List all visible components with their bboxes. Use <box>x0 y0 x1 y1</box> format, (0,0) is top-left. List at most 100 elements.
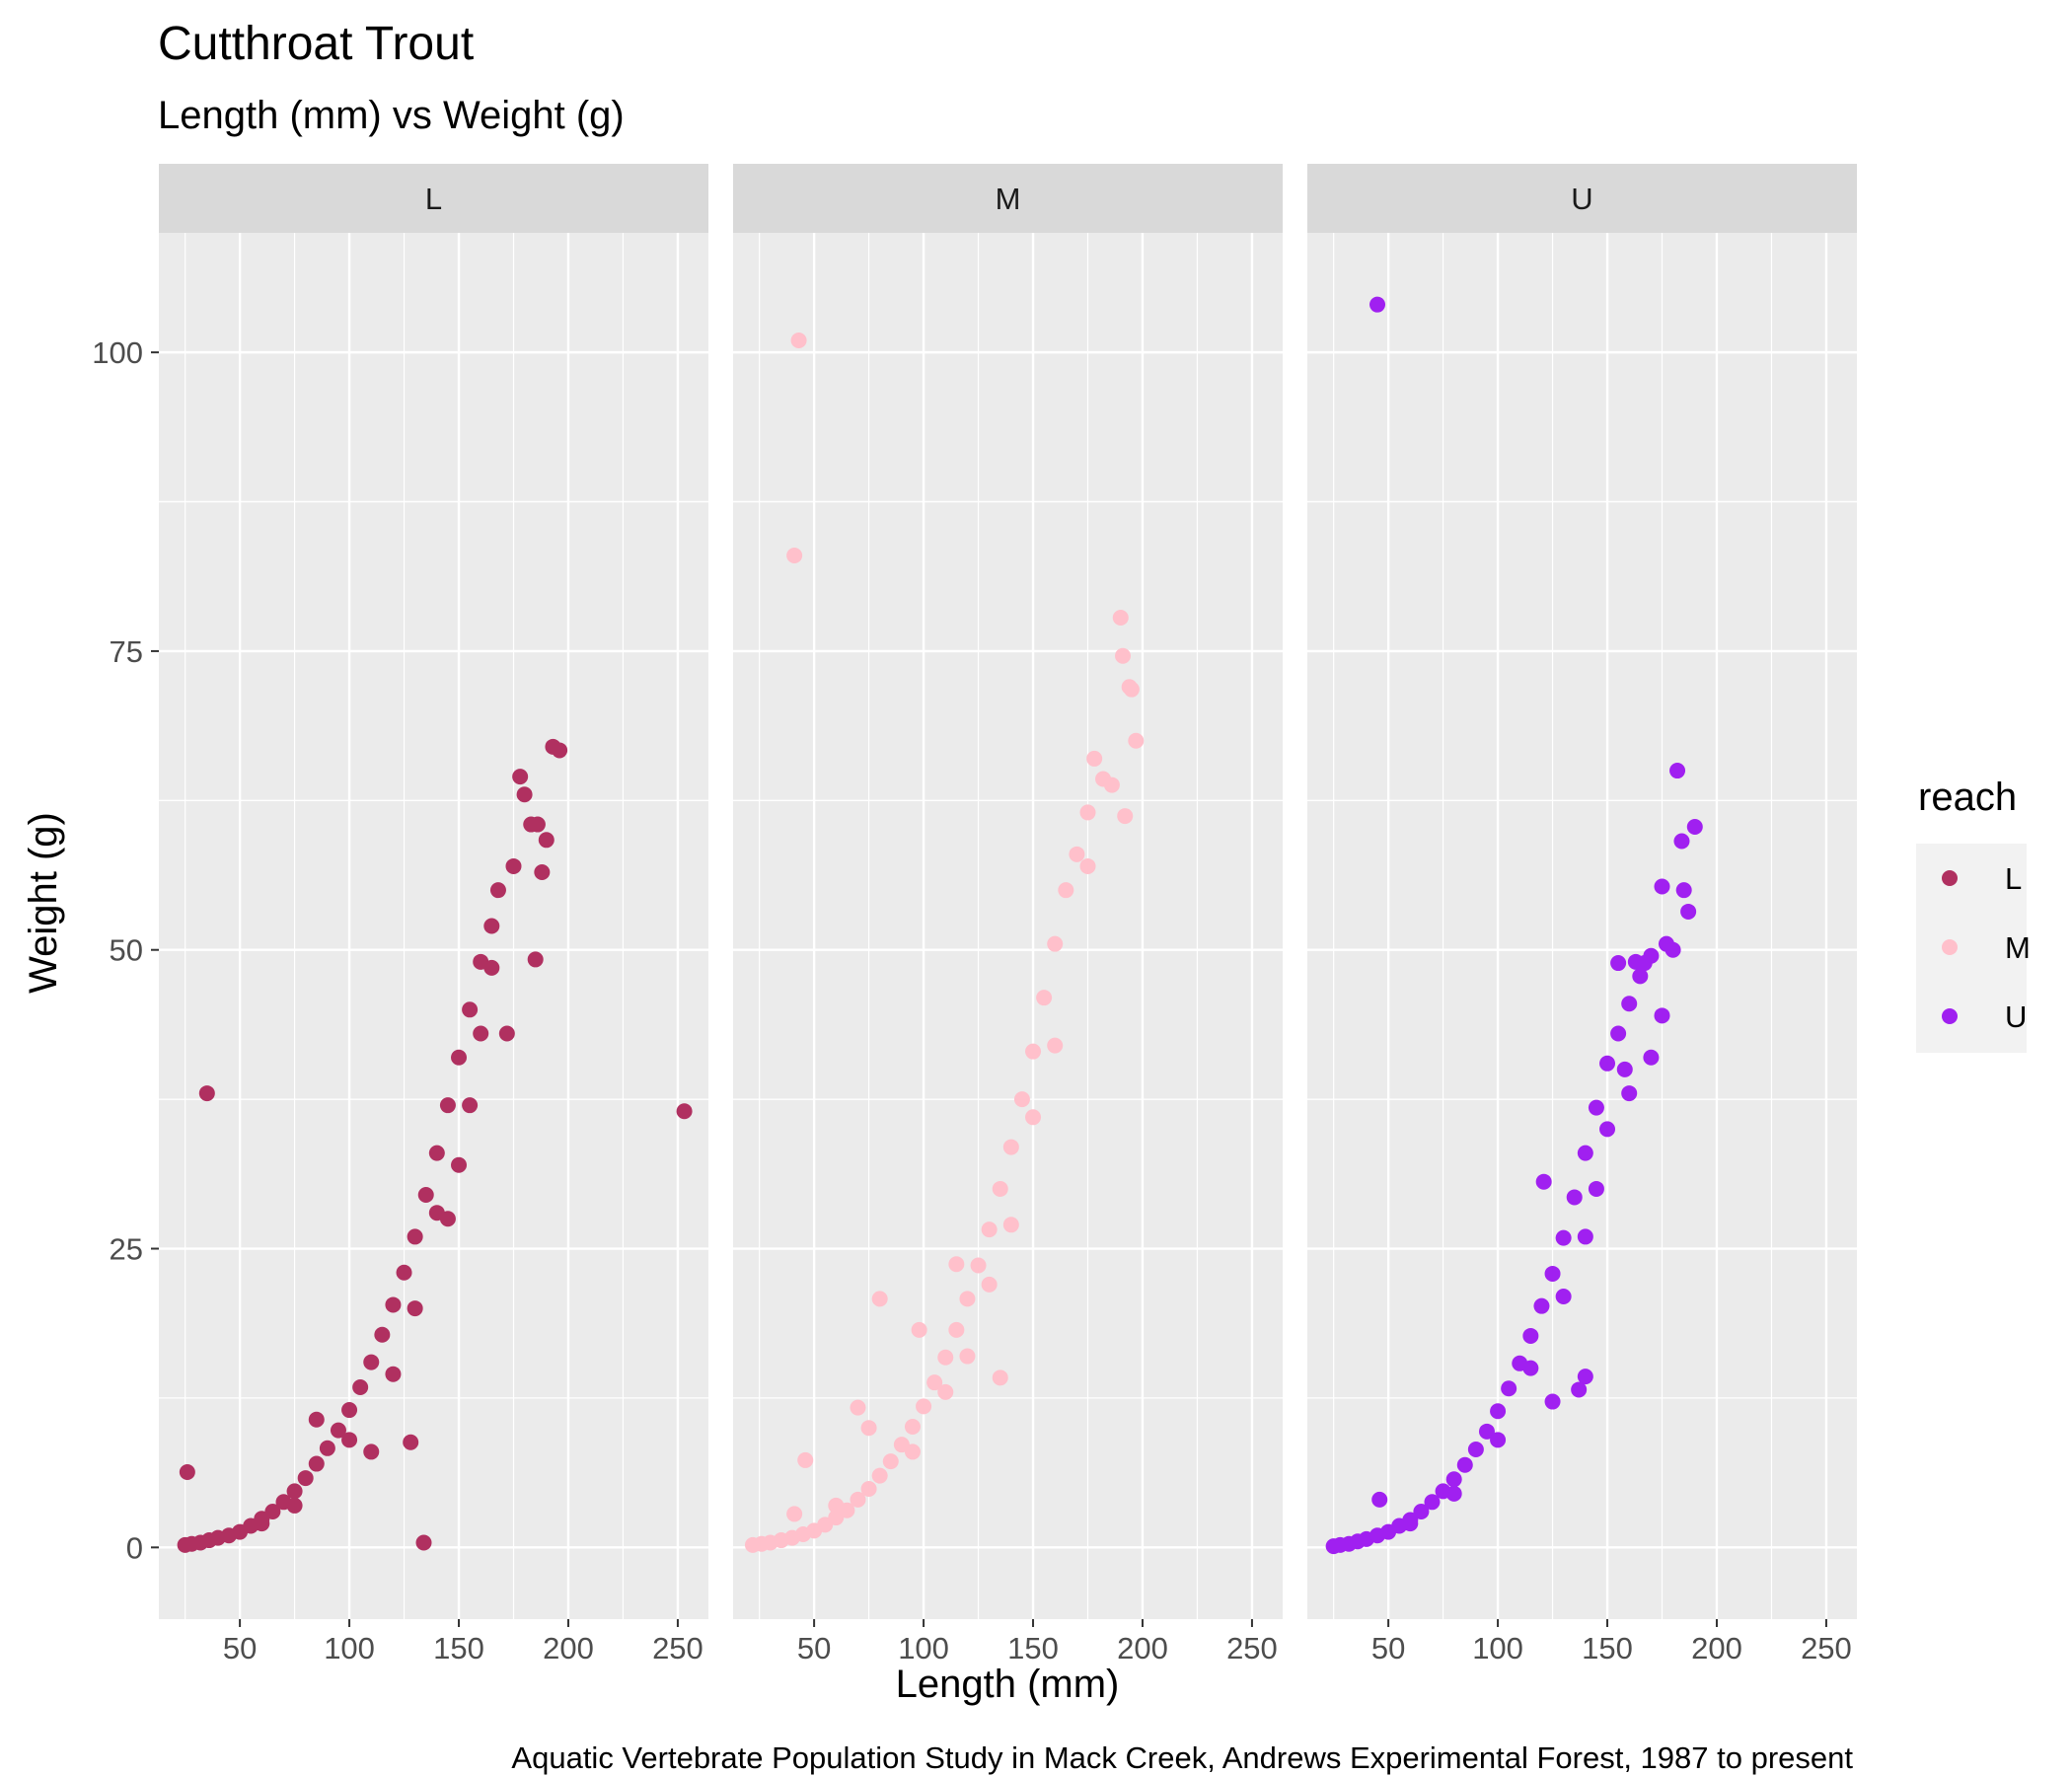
x-tick-label: 250 <box>1801 1631 1852 1665</box>
data-point <box>483 918 500 934</box>
data-point <box>529 816 546 833</box>
x-tick-label: 50 <box>1371 1631 1405 1665</box>
x-tick-label: 100 <box>324 1631 375 1665</box>
x-tick-label: 150 <box>1582 1631 1633 1665</box>
data-point <box>538 832 555 849</box>
data-point <box>916 1398 932 1415</box>
data-point <box>341 1402 358 1419</box>
data-point <box>1535 1173 1552 1190</box>
data-point <box>937 1383 954 1400</box>
data-point <box>1456 1456 1473 1473</box>
data-point <box>1665 941 1681 958</box>
data-point <box>198 1085 215 1102</box>
legend-label: L <box>2005 861 2022 896</box>
data-point <box>1616 1061 1633 1077</box>
data-point <box>352 1379 369 1396</box>
data-point <box>1673 833 1690 850</box>
data-point <box>911 1321 927 1338</box>
data-point <box>1577 1228 1593 1245</box>
data-point <box>1566 1189 1583 1206</box>
panel-background <box>1307 233 1857 1619</box>
y-tick-label: 25 <box>110 1232 143 1267</box>
facet-panel-l: L 50 100 150 200 250 <box>159 164 708 1665</box>
data-point <box>981 1221 998 1238</box>
data-point <box>1654 878 1670 895</box>
data-point <box>341 1432 358 1448</box>
legend-key <box>1942 1008 1958 1024</box>
y-axis: 0 25 50 75 100 <box>92 335 159 1565</box>
x-tick-label: 200 <box>543 1631 594 1665</box>
data-point <box>428 1145 445 1161</box>
data-point <box>1445 1471 1462 1488</box>
data-point <box>850 1491 866 1508</box>
data-point <box>1636 955 1653 972</box>
data-point <box>1588 1180 1604 1197</box>
data-point <box>417 1187 434 1204</box>
data-point <box>1686 818 1703 835</box>
data-point <box>1117 808 1134 825</box>
data-point <box>415 1534 432 1551</box>
data-point <box>1013 1091 1030 1108</box>
data-point <box>676 1103 693 1120</box>
data-point <box>505 857 522 874</box>
data-point <box>308 1455 325 1472</box>
data-point <box>308 1411 325 1428</box>
data-point <box>992 1369 1008 1386</box>
data-point <box>1079 857 1096 874</box>
data-point <box>1544 1393 1561 1410</box>
data-point <box>786 1506 803 1522</box>
data-point <box>1643 1049 1660 1066</box>
data-point <box>407 1300 423 1317</box>
data-point <box>1654 1007 1670 1024</box>
y-tick-label: 50 <box>110 933 143 968</box>
data-point <box>462 1097 479 1114</box>
data-point <box>1086 750 1103 767</box>
data-point <box>286 1497 303 1514</box>
data-point <box>1128 732 1145 749</box>
data-point <box>473 1025 489 1042</box>
data-point <box>179 1464 195 1481</box>
data-point <box>516 786 533 803</box>
data-point <box>1424 1494 1441 1511</box>
data-point <box>1371 1491 1388 1508</box>
data-point <box>1599 1055 1616 1072</box>
data-point <box>1047 935 1064 952</box>
data-point <box>1058 882 1074 899</box>
data-point <box>1490 1432 1507 1448</box>
data-point <box>264 1503 281 1519</box>
data-point <box>1544 1265 1561 1282</box>
x-tick-label: 100 <box>898 1631 949 1665</box>
data-point <box>1002 1217 1019 1233</box>
legend-title: reach <box>1918 776 2017 819</box>
data-point <box>297 1470 314 1487</box>
facet-strip-label: M <box>996 182 1021 216</box>
data-point <box>1490 1403 1507 1420</box>
data-point <box>1002 1139 1019 1155</box>
data-point <box>904 1443 921 1460</box>
data-point <box>1599 1121 1616 1138</box>
data-point <box>1577 1145 1593 1161</box>
data-point <box>1036 990 1053 1006</box>
data-point <box>407 1228 423 1245</box>
data-point <box>948 1321 965 1338</box>
chart-title: Cutthroat Trout <box>158 18 474 70</box>
data-point <box>1555 1229 1572 1246</box>
data-point <box>926 1374 943 1391</box>
data-point <box>385 1296 402 1313</box>
data-point <box>385 1366 402 1382</box>
data-point <box>483 959 500 976</box>
data-point <box>1680 903 1697 920</box>
data-point <box>1632 968 1649 985</box>
data-point <box>981 1276 998 1293</box>
x-axis-title: Length (mm) <box>896 1663 1120 1706</box>
data-point <box>992 1180 1008 1197</box>
data-point <box>498 1025 515 1042</box>
data-point <box>948 1256 965 1273</box>
legend-label: M <box>2005 930 2031 965</box>
data-point <box>1577 1369 1593 1385</box>
y-axis-title: Weight (g) <box>22 812 65 994</box>
data-point <box>828 1497 845 1514</box>
y-tick-label: 75 <box>110 634 143 669</box>
data-point <box>451 1156 468 1173</box>
data-point <box>1675 882 1692 899</box>
